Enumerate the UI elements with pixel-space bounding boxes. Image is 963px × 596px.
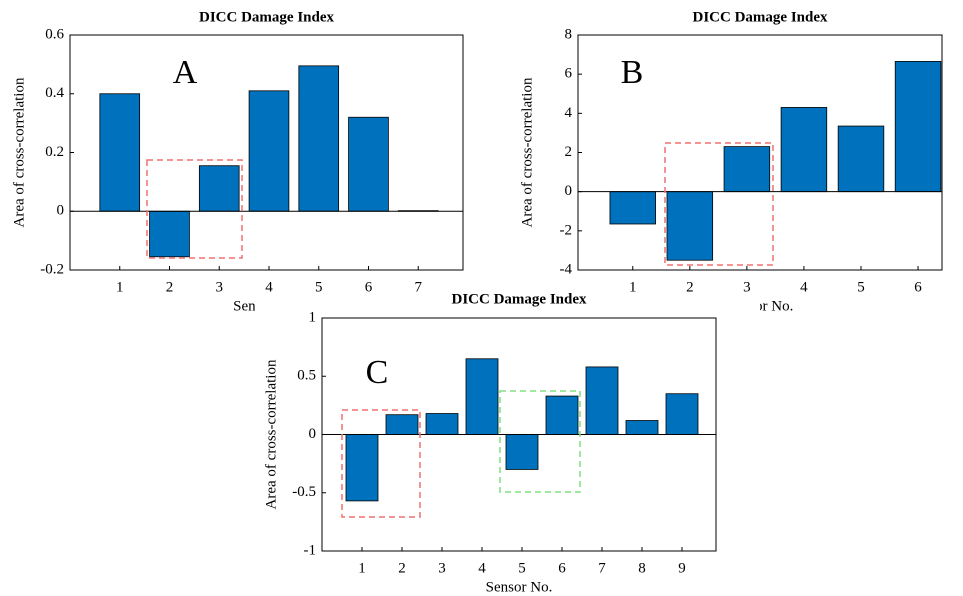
bar	[625, 420, 659, 435]
x-tick-label: 7	[598, 560, 606, 576]
x-tick-label: 6	[558, 560, 566, 576]
y-tick-label: 0.4	[45, 85, 64, 101]
y-tick-label: 2	[565, 144, 573, 160]
highlight-box	[664, 142, 774, 266]
x-tick-label: 9	[678, 560, 686, 576]
y-tick-label: 0.5	[297, 368, 316, 384]
chart-title: DICC Damage Index	[693, 9, 829, 25]
panel-letter: A	[173, 54, 198, 91]
chart-title: DICC Damage Index	[199, 9, 335, 25]
y-axis-label: Area of cross-correlation	[263, 359, 279, 509]
y-tick-label: 8	[565, 26, 573, 42]
x-tick-label: 5	[518, 560, 526, 576]
y-tick-label: -2	[560, 222, 573, 238]
bar	[465, 358, 499, 435]
x-tick-label: 2	[166, 279, 174, 295]
x-tick-label: 4	[265, 279, 273, 295]
bar	[248, 90, 290, 212]
x-tick-label: 1	[116, 279, 124, 295]
bar	[609, 191, 656, 225]
x-tick-label: 6	[914, 279, 922, 295]
x-tick-label: 6	[365, 279, 373, 295]
x-tick-label: 8	[638, 560, 646, 576]
x-tick-label: 1	[629, 279, 637, 295]
y-tick-label: 6	[565, 66, 573, 82]
bar	[385, 414, 419, 435]
bar	[894, 61, 942, 193]
y-tick-label: 0	[57, 203, 65, 219]
bar	[666, 191, 714, 261]
x-tick-label: 4	[478, 560, 486, 576]
x-tick-label: 7	[414, 279, 422, 295]
highlight-box	[499, 390, 581, 493]
x-tick-label: 1	[358, 560, 366, 576]
bar	[780, 107, 828, 193]
y-tick-label: 0	[565, 183, 573, 199]
y-tick-label: 4	[565, 105, 573, 121]
panel-letter: C	[366, 354, 389, 391]
y-tick-label: -1	[304, 542, 317, 558]
x-tick-label: 4	[800, 279, 808, 295]
bar	[505, 434, 539, 470]
highlight-box	[341, 409, 421, 518]
y-tick-label: -0.2	[40, 261, 64, 277]
bar	[723, 146, 771, 193]
y-tick-label: 0.6	[45, 26, 64, 42]
bar	[99, 93, 141, 212]
x-tick-label: 5	[857, 279, 865, 295]
bar	[348, 116, 389, 212]
bar	[665, 393, 699, 435]
x-tick-label: 3	[438, 560, 446, 576]
x-tick-label: 3	[215, 279, 223, 295]
bar	[149, 210, 190, 258]
y-axis-label: Area of cross-correlation	[519, 77, 535, 227]
y-axis-label: Area of cross-correlation	[11, 77, 27, 227]
chart-title: DICC Damage Index	[452, 291, 588, 307]
y-tick-label: 1	[309, 309, 317, 325]
bar	[837, 125, 885, 193]
bar	[545, 395, 579, 435]
x-tick-label: 3	[743, 279, 751, 295]
x-axis-label: Sensor No.	[486, 579, 553, 595]
x-tick-label: 5	[315, 279, 323, 295]
y-tick-label: 0.2	[45, 144, 64, 160]
bar	[198, 165, 240, 212]
bar	[345, 434, 379, 502]
bar	[585, 366, 619, 435]
y-tick-label: -0.5	[292, 484, 316, 500]
x-tick-label: 2	[398, 560, 406, 576]
x-tick-label: 2	[686, 279, 694, 295]
panel-letter: B	[621, 54, 644, 91]
y-tick-label: 0	[309, 426, 317, 442]
bar	[298, 65, 340, 212]
bar	[425, 413, 459, 435]
y-tick-label: -4	[560, 261, 573, 277]
highlight-box	[146, 159, 243, 259]
